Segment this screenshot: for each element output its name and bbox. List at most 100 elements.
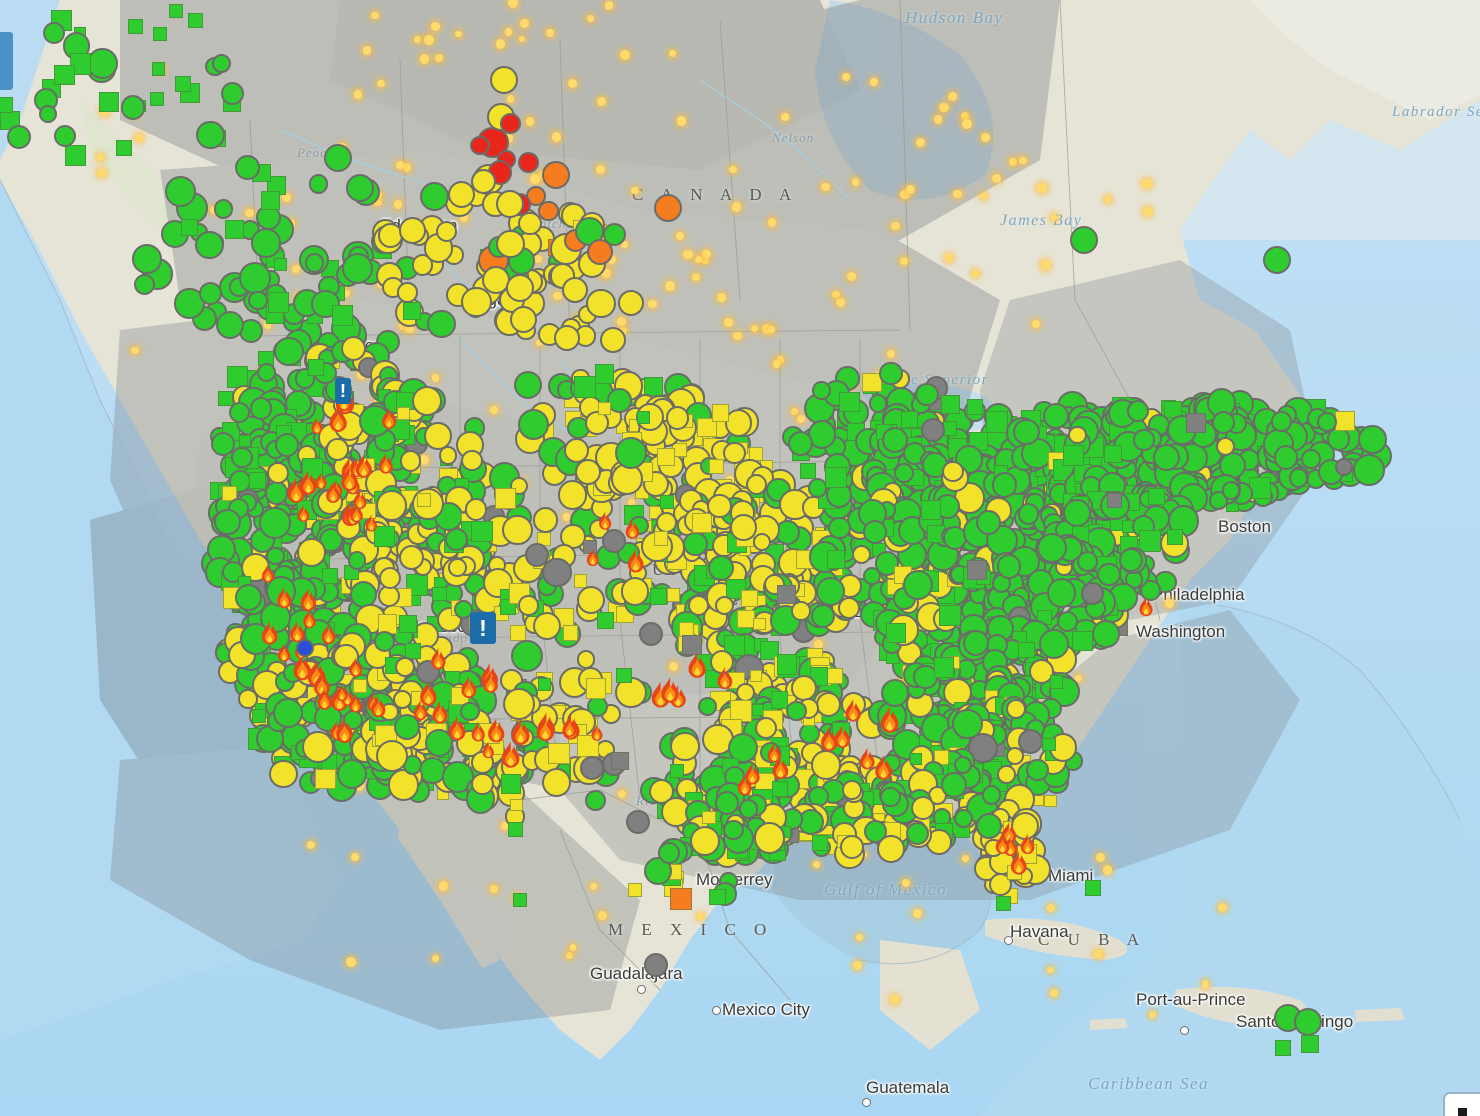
aqi-station-circle[interactable] <box>134 273 156 295</box>
aqi-sensor-square[interactable] <box>901 410 919 429</box>
satellite-hotspot-dot[interactable] <box>545 28 554 37</box>
satellite-hotspot-dot[interactable] <box>761 323 772 334</box>
aqi-station-circle[interactable] <box>1301 448 1322 469</box>
aqi-station-circle[interactable] <box>506 274 535 303</box>
aqi-sensor-square[interactable] <box>218 391 234 407</box>
satellite-hotspot-dot[interactable] <box>790 407 798 415</box>
satellite-hotspot-dot[interactable] <box>97 154 105 162</box>
satellite-hotspot-dot[interactable] <box>393 200 402 209</box>
satellite-hotspot-dot[interactable] <box>134 133 143 142</box>
aqi-sensor-square[interactable] <box>594 364 615 384</box>
aqi-station-circle[interactable] <box>723 819 744 841</box>
satellite-hotspot-dot[interactable] <box>947 91 957 101</box>
satellite-hotspot-dot[interactable] <box>307 840 316 849</box>
satellite-hotspot-dot[interactable] <box>772 360 780 368</box>
satellite-hotspot-dot[interactable] <box>797 415 806 424</box>
satellite-hotspot-dot[interactable] <box>717 293 726 302</box>
satellite-hotspot-dot[interactable] <box>562 512 571 521</box>
satellite-hotspot-dot[interactable] <box>460 213 469 222</box>
satellite-hotspot-dot[interactable] <box>1142 206 1153 217</box>
satellite-hotspot-dot[interactable] <box>618 789 627 799</box>
aqi-station-circle[interactable] <box>419 181 449 211</box>
satellite-hotspot-dot[interactable] <box>490 884 498 893</box>
aqi-station-circle[interactable] <box>574 459 601 486</box>
aqi-sensor-square[interactable] <box>597 612 614 629</box>
satellite-hotspot-dot[interactable] <box>821 182 830 192</box>
aqi-station-circle[interactable] <box>1353 454 1385 486</box>
wildfire-flame-icon[interactable] <box>680 650 714 684</box>
aqi-station-circle[interactable] <box>1068 425 1087 445</box>
satellite-hotspot-dot[interactable] <box>814 640 823 649</box>
satellite-hotspot-dot[interactable] <box>405 324 415 334</box>
satellite-hotspot-dot[interactable] <box>604 1 613 10</box>
satellite-hotspot-dot[interactable] <box>506 95 515 103</box>
satellite-hotspot-dot[interactable] <box>1075 674 1083 682</box>
aqi-sensor-square[interactable] <box>116 140 132 156</box>
satellite-hotspot-dot[interactable] <box>913 909 922 918</box>
aqi-sensor-square[interactable] <box>1050 675 1064 689</box>
satellite-hotspot-dot[interactable] <box>980 133 990 143</box>
aqi-station-circle[interactable] <box>1133 429 1155 451</box>
aqi-station-circle[interactable] <box>269 759 298 789</box>
aqi-station-circle[interactable] <box>791 601 811 621</box>
aqi-station-circle[interactable] <box>518 211 543 236</box>
aqi-station-circle[interactable] <box>940 772 967 799</box>
aqi-station-circle[interactable] <box>584 790 606 811</box>
aqi-station-circle[interactable] <box>38 104 58 124</box>
aqi-station-circle[interactable] <box>214 199 234 219</box>
aqi-station-circle[interactable] <box>541 767 571 798</box>
aqi-station-circle[interactable] <box>399 450 422 472</box>
wildfire-flame-icon[interactable] <box>360 513 383 536</box>
aqi-sensor-square[interactable] <box>562 625 578 641</box>
aqi-station-circle[interactable] <box>879 361 903 386</box>
aqi-station-circle[interactable] <box>231 446 253 469</box>
aqi-station-circle[interactable] <box>336 758 368 790</box>
aqi-station-circle[interactable] <box>880 678 909 707</box>
aqi-sensor-square[interactable] <box>826 667 843 685</box>
aqi-station-circle[interactable] <box>54 124 77 147</box>
satellite-hotspot-dot[interactable] <box>694 255 702 263</box>
aqi-station-circle[interactable] <box>880 786 901 808</box>
wildfire-flame-icon[interactable] <box>364 694 393 723</box>
aqi-sensor-square[interactable] <box>128 19 143 35</box>
aqi-station-circle[interactable] <box>542 161 570 189</box>
satellite-hotspot-dot[interactable] <box>665 281 676 291</box>
satellite-hotspot-dot[interactable] <box>282 192 292 203</box>
aqi-station-circle[interactable] <box>120 95 146 120</box>
wildfire-flame-icon[interactable] <box>620 547 651 578</box>
aqi-sensor-square[interactable] <box>741 590 758 607</box>
aqi-sensor-square[interactable] <box>585 678 606 699</box>
aqi-station-circle[interactable] <box>256 363 276 383</box>
wildfire-flame-icon[interactable] <box>319 480 347 508</box>
aqi-sensor-square[interactable] <box>660 495 675 510</box>
aqi-station-circle[interactable] <box>471 772 494 796</box>
aqi-sensor-square[interactable] <box>248 471 267 490</box>
wildfire-flame-icon[interactable] <box>424 646 453 675</box>
satellite-hotspot-dot[interactable] <box>597 910 607 921</box>
aqi-sensor-square[interactable] <box>967 399 983 415</box>
aqi-sensor-square[interactable] <box>573 574 588 588</box>
satellite-hotspot-dot[interactable] <box>668 50 677 58</box>
satellite-hotspot-dot[interactable] <box>1093 949 1103 959</box>
aqi-sensor-square[interactable] <box>332 305 353 326</box>
aqi-sensor-square[interactable] <box>1138 530 1161 553</box>
aqi-sensor-square[interactable] <box>940 394 960 414</box>
satellite-hotspot-dot[interactable] <box>1008 157 1017 166</box>
aqi-sensor-square[interactable] <box>616 667 632 684</box>
satellite-hotspot-dot[interactable] <box>1165 598 1175 608</box>
aqi-sensor-square[interactable] <box>1017 641 1035 659</box>
satellite-hotspot-dot[interactable] <box>992 174 1002 183</box>
aqi-station-circle[interactable] <box>754 717 777 740</box>
aqi-station-circle[interactable] <box>1118 547 1143 572</box>
satellite-hotspot-dot[interactable] <box>586 14 595 23</box>
satellite-hotspot-dot[interactable] <box>620 240 628 249</box>
aqi-sensor-square[interactable] <box>776 654 798 675</box>
satellite-hotspot-dot[interactable] <box>889 995 899 1005</box>
aqi-station-circle[interactable] <box>469 135 490 156</box>
satellite-hotspot-dot[interactable] <box>841 72 851 82</box>
aqi-sensor-square[interactable] <box>307 359 325 376</box>
aqi-station-circle[interactable] <box>656 511 678 533</box>
aqi-station-circle[interactable] <box>665 406 690 430</box>
aqi-sensor-square[interactable] <box>653 530 669 546</box>
aqi-station-circle[interactable] <box>195 120 225 150</box>
